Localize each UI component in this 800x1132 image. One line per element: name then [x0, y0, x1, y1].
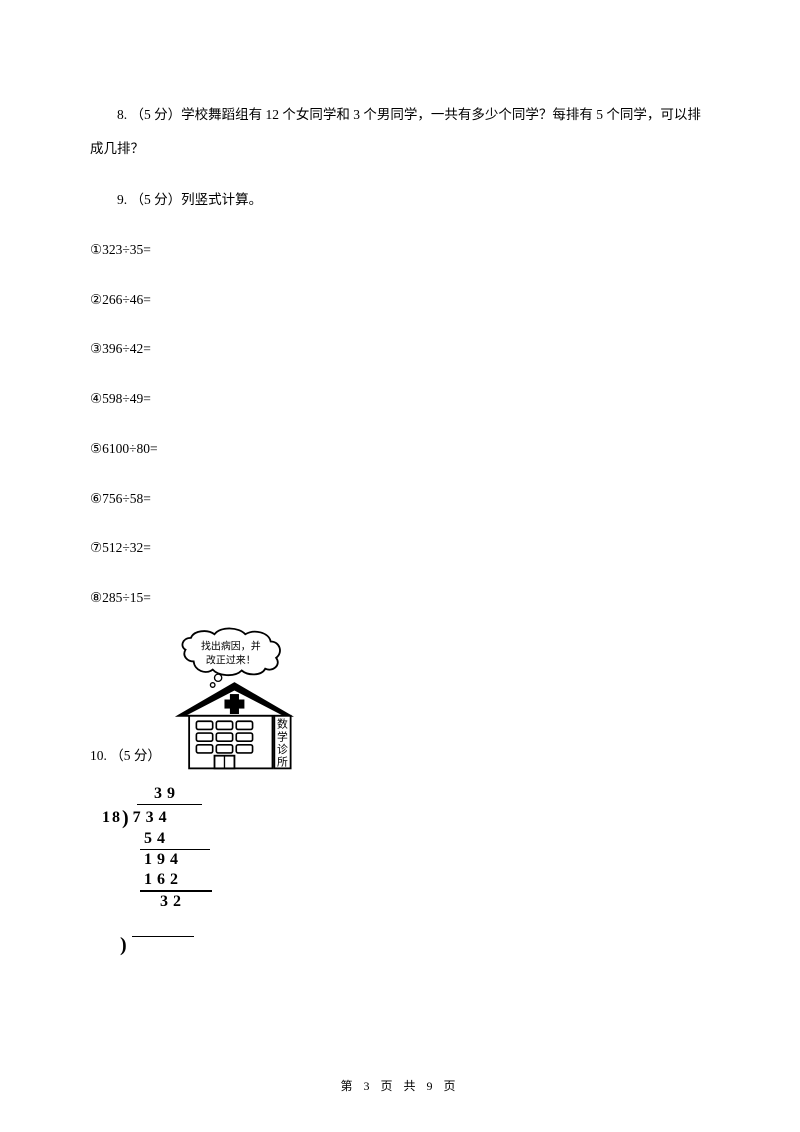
q9-item-2: ②266÷46=: [90, 285, 710, 315]
dividend: 734: [133, 809, 172, 826]
q10-label: 10. （5 分）: [90, 744, 161, 772]
q9-item-7: ⑦512÷32=: [90, 533, 710, 563]
svg-text:找出病因，并: 找出病因，并: [201, 639, 261, 652]
building-icon: [189, 715, 272, 768]
thought-bubble-icon: 找出病因，并 改正过来！: [182, 628, 280, 687]
long-division-work: 39 18)734 54 194 162 32: [102, 784, 232, 912]
q9-item-5: ⑤6100÷80=: [90, 434, 710, 464]
question-9: 9. （5 分）列竖式计算。 ①323÷35= ②266÷46= ③396÷42…: [90, 185, 710, 612]
empty-division-bracket: ): [108, 936, 208, 966]
q9-item-8: ⑧285÷15=: [90, 583, 710, 613]
remainder: 32: [102, 892, 232, 912]
q9-item-1: ①323÷35=: [90, 235, 710, 265]
page-footer: 第 3 页 共 9 页: [0, 1077, 800, 1094]
clinic-sign: 数 学 诊 所: [274, 715, 290, 768]
svg-text:诊: 诊: [277, 742, 288, 756]
step3: 162: [102, 870, 232, 890]
step2: 194: [102, 850, 232, 870]
roof-icon: [178, 683, 290, 716]
svg-text:改正过来！: 改正过来！: [206, 653, 256, 666]
q8-line1: 8. （5 分）学校舞蹈组有 12 个女同学和 3 个男同学，一共有多少个同学？…: [90, 100, 710, 130]
question-10: 10. （5 分） 找出病因，并 改正过来！: [90, 627, 710, 772]
division-row: 18)734: [102, 804, 232, 829]
q9-item-6: ⑥756÷58=: [90, 484, 710, 514]
q9-item-4: ④598÷49=: [90, 384, 710, 414]
svg-text:学: 学: [277, 729, 288, 743]
svg-text:所: 所: [277, 755, 288, 768]
q8-line2: 成几排？: [90, 134, 710, 164]
question-8: 8. （5 分）学校舞蹈组有 12 个女同学和 3 个男同学，一共有多少个同学？…: [90, 100, 710, 163]
svg-text:数: 数: [277, 717, 288, 730]
q9-header: 9. （5 分）列竖式计算。: [90, 185, 710, 215]
quotient: 39: [102, 784, 232, 804]
q9-item-3: ③396÷42=: [90, 334, 710, 364]
step1: 54: [102, 829, 232, 849]
divisor: 18: [102, 809, 122, 826]
clinic-illustration: 找出病因，并 改正过来！: [171, 627, 316, 772]
